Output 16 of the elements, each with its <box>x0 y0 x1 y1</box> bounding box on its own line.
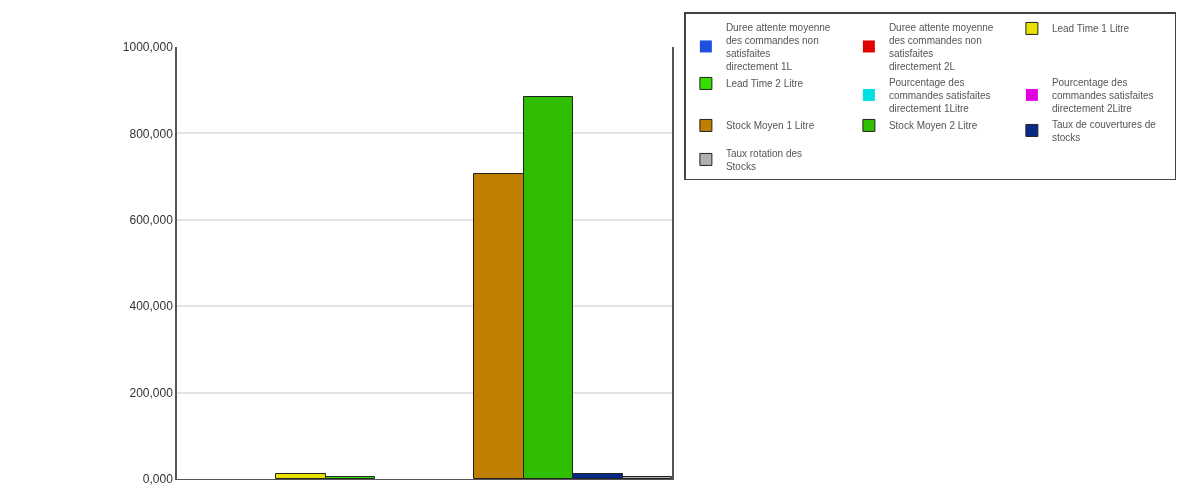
legend-label: Pourcentage des commandes satisfaites directement 2Litre <box>1051 76 1154 114</box>
legend-label: Stock Moyen 1 Litre <box>725 120 815 132</box>
legend-label: Duree attente moyenne des commandes non satisfaites directement 2L <box>888 21 994 72</box>
y-tick-label: 0,000 <box>142 472 174 487</box>
legend-label: Taux rotation des Stocks <box>725 147 803 172</box>
legend-label: Duree attente moyenne des commandes non satisfaites directement 1L <box>725 21 831 72</box>
legend-label: Lead Time 2 Litre <box>725 78 804 90</box>
legend-label: Lead Time 1 Litre <box>1051 23 1130 35</box>
legend-label: Pourcentage des commandes satisfaites directement 1Litre <box>888 76 991 114</box>
y-tick-label: 400,000 <box>129 299 174 314</box>
y-tick-label: 200,000 <box>129 385 174 400</box>
legend-label: Taux de couvertures de stocks <box>1051 118 1157 143</box>
legend-label: Stock Moyen 2 Litre <box>888 120 978 132</box>
y-tick-label: 800,000 <box>129 126 174 141</box>
y-tick-label: 1000,000 <box>122 40 174 55</box>
y-tick-label: 600,000 <box>129 213 174 227</box>
